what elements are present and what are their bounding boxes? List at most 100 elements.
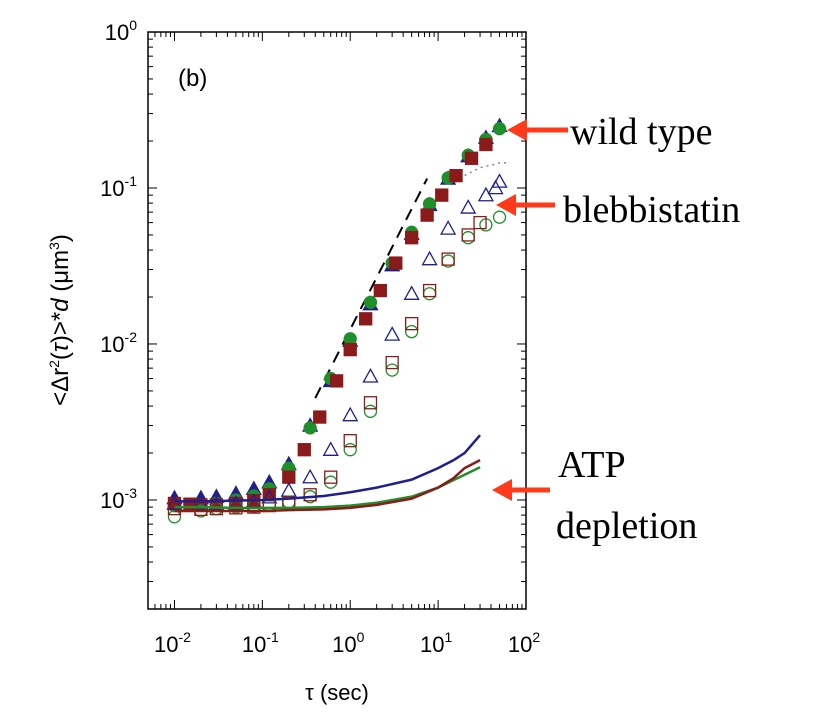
data-point-triangle [322,441,339,456]
data-point-square [343,342,357,357]
x-tick-base: 10 [420,632,444,657]
data-point-square [303,488,317,502]
x-tick-base: 10 [242,632,266,657]
data-point-circle [324,475,338,489]
data-point-triangle [440,220,457,235]
data-point-triangle [342,406,359,422]
plot-frame [147,31,527,610]
data-point-triangle [460,199,477,214]
data-point-square [167,501,182,516]
data-point-square [329,374,344,388]
data-point-circle [492,122,507,136]
y-label-paren-close: )>* [47,312,74,343]
data-point-square [343,434,357,448]
arrow-head [507,119,527,141]
data-point-square [373,283,387,298]
y-label-unit-open: (μm [47,250,74,298]
data-point-circle [343,332,357,346]
y-tick-label: 100 [105,17,137,45]
y-tick-exp: -1 [125,173,138,189]
x-tick-label: 100 [332,629,364,657]
data-point-triangle [302,468,319,484]
y-tick-exp: -3 [125,485,138,501]
x-tick-exp: -1 [266,629,279,645]
y-tick-base: 10 [100,332,124,357]
x-axis-label: τ (sec) [305,680,369,705]
data-point-square [422,283,437,298]
series-line [174,459,481,513]
panel-label: (b) [178,65,207,92]
series-line [174,434,481,503]
series-5 [167,215,487,517]
data-point-triangle [280,482,297,497]
data-point-square [405,231,419,245]
data-point-square [359,312,373,326]
data-point-triangle [491,173,508,188]
x-tick-exp: 1 [444,629,452,645]
series-6 [174,434,481,503]
data-point-triangle [421,250,438,266]
x-tick-exp: -2 [178,629,191,645]
y-tick-exp: 0 [129,17,137,33]
x-tick-base: 10 [508,632,532,657]
data-point-triangle [477,186,495,202]
annotation-arrows [492,119,568,501]
x-tick-label: 101 [420,629,452,657]
y-tick-label: 10-1 [100,173,137,201]
annotation-depletion: depletion [556,505,697,547]
data-point-circle [422,197,437,211]
y-tick-base: 10 [100,488,124,513]
y-label-d: d [47,298,74,312]
arrow-head [496,194,516,216]
data-point-triangle [261,488,278,504]
x-tick-label: 102 [508,629,540,657]
x-tick-base: 10 [332,632,356,657]
data-point-square [473,215,487,230]
y-tick-base: 10 [105,20,129,45]
y-label-unit-sup: 3 [46,242,62,250]
data-point-square [479,137,493,152]
data-point-square [194,502,208,517]
annotations: wild type blebbistatin ATP depletion [556,111,740,547]
data-point-square [389,256,403,270]
axis-ticks [147,31,527,610]
y-tick-label: 10-2 [100,329,137,357]
data-point-square [405,316,419,331]
data-point-square [449,168,463,183]
data-point-circle [385,363,399,377]
data-point-square [282,470,296,484]
data-point-square [435,188,449,202]
data-point-circle [303,421,317,435]
data-point-circle [461,231,475,245]
arrow-head [492,479,512,501]
data-point-circle [343,443,357,457]
x-tick-labels: 10-2 10-1 100 101 102 [154,629,540,657]
y-axis-label: <Δr2(τ)>*d (μm3) [46,234,74,406]
data-point-triangle [403,285,420,300]
data-series [166,117,508,524]
series-8 [174,459,481,513]
data-point-circle [363,295,378,309]
data-point-triangle [362,368,379,383]
y-label-unit-close: ) [47,234,74,242]
y-tick-exp: -2 [125,329,138,345]
x-tick-exp: 2 [532,629,540,645]
data-point-square [461,228,475,242]
data-point-circle [167,510,182,524]
data-point-circle [363,404,378,418]
y-label-tau: τ [47,341,74,352]
data-point-square [324,470,338,484]
y-label-sup: 2 [46,360,62,368]
x-tick-label: 10-2 [154,629,191,657]
data-point-square [297,443,311,457]
data-point-square [441,252,455,266]
y-label-paren-open: ( [47,352,74,360]
data-point-square [363,396,378,410]
y-tick-base: 10 [100,176,124,201]
x-tick-label: 10-1 [242,629,279,657]
annotation-wild-type: wild type [570,111,712,153]
y-label-prefix: <Δr [47,368,74,406]
data-point-triangle [384,326,401,341]
slope-guide-line [314,178,429,399]
